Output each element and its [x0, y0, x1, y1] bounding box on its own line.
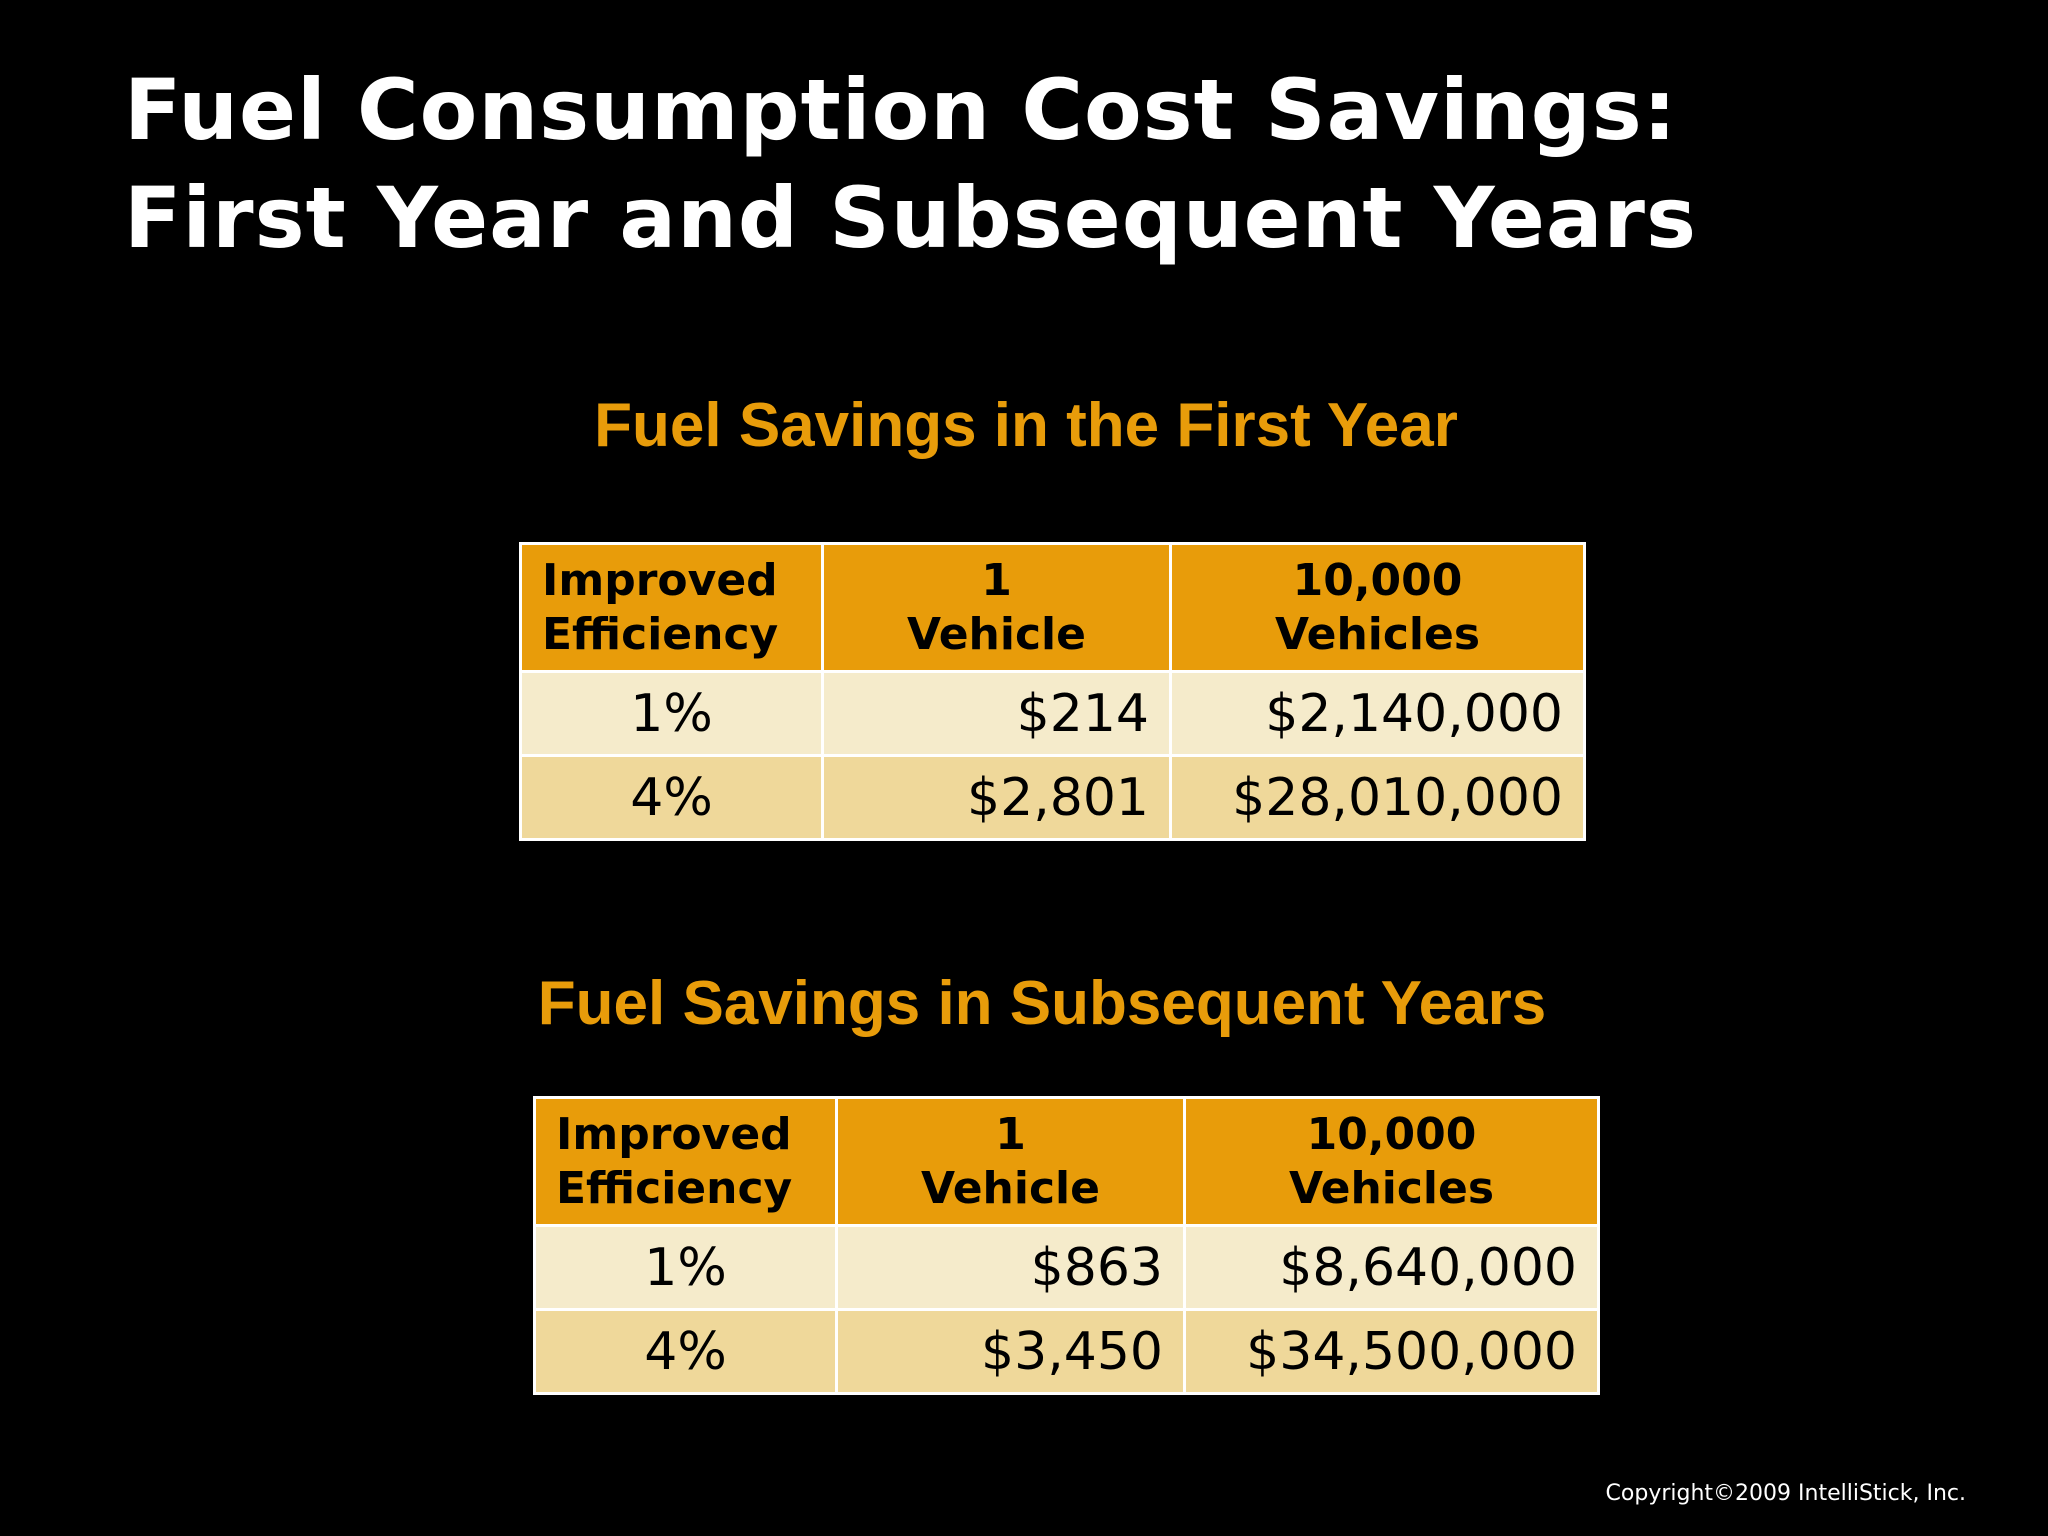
efficiency-cell: 4% [533, 1308, 838, 1395]
one-vehicle-cell: $2,801 [821, 754, 1172, 841]
table-header-row: Improved Efficiency 1 Vehicle 10,000 Veh… [533, 1096, 1600, 1227]
subsequent-years-table: Improved Efficiency 1 Vehicle 10,000 Veh… [533, 1096, 1600, 1395]
subsequent-years-heading: Fuel Savings in Subsequent Years [537, 969, 1547, 1038]
header-text: Vehicles [1288, 1162, 1495, 1214]
fleet-cell: $8,640,000 [1183, 1224, 1600, 1311]
table-header-row: Improved Efficiency 1 Vehicle 10,000 Veh… [519, 542, 1586, 673]
slide-title-line-2: First Year and Subsequent Years [124, 169, 1697, 267]
header-text: Vehicle [907, 608, 1086, 660]
table-row: 4% $2,801 $28,010,000 [519, 754, 1586, 841]
copyright-notice: Copyright©2009 IntelliStick, Inc. [1605, 1481, 1966, 1506]
fleet-cell: $34,500,000 [1183, 1308, 1600, 1395]
header-text: Efficiency [542, 608, 779, 660]
fleet-cell: $28,010,000 [1169, 754, 1586, 841]
first-year-heading: Fuel Savings in the First Year [594, 391, 1458, 460]
header-improved-efficiency: Improved Efficiency [533, 1096, 838, 1227]
table-row: 1% $214 $2,140,000 [519, 670, 1586, 757]
header-text: Improved [556, 1108, 792, 1160]
header-text: Vehicle [921, 1162, 1100, 1214]
one-vehicle-cell: $214 [821, 670, 1172, 757]
header-text: Efficiency [556, 1162, 793, 1214]
header-one-vehicle: 1 Vehicle [821, 542, 1172, 673]
efficiency-cell: 4% [519, 754, 824, 841]
header-improved-efficiency: Improved Efficiency [519, 542, 824, 673]
header-text: 10,000 [1292, 554, 1463, 606]
slide-title-line-1: Fuel Consumption Cost Savings: [124, 61, 1678, 159]
header-fleet-vehicles: 10,000 Vehicles [1169, 542, 1586, 673]
header-fleet-vehicles: 10,000 Vehicles [1183, 1096, 1600, 1227]
efficiency-cell: 1% [533, 1224, 838, 1311]
header-text: 1 [981, 554, 1012, 606]
header-text: 1 [995, 1108, 1026, 1160]
table-row: 4% $3,450 $34,500,000 [533, 1308, 1600, 1395]
fleet-cell: $2,140,000 [1169, 670, 1586, 757]
header-text: Vehicles [1274, 608, 1481, 660]
table-row: 1% $863 $8,640,000 [533, 1224, 1600, 1311]
slide-title: Fuel Consumption Cost Savings: First Yea… [124, 56, 1974, 272]
one-vehicle-cell: $863 [835, 1224, 1186, 1311]
efficiency-cell: 1% [519, 670, 824, 757]
first-year-table: Improved Efficiency 1 Vehicle 10,000 Veh… [519, 542, 1586, 841]
header-text: Improved [542, 554, 778, 606]
header-one-vehicle: 1 Vehicle [835, 1096, 1186, 1227]
one-vehicle-cell: $3,450 [835, 1308, 1186, 1395]
header-text: 10,000 [1306, 1108, 1477, 1160]
